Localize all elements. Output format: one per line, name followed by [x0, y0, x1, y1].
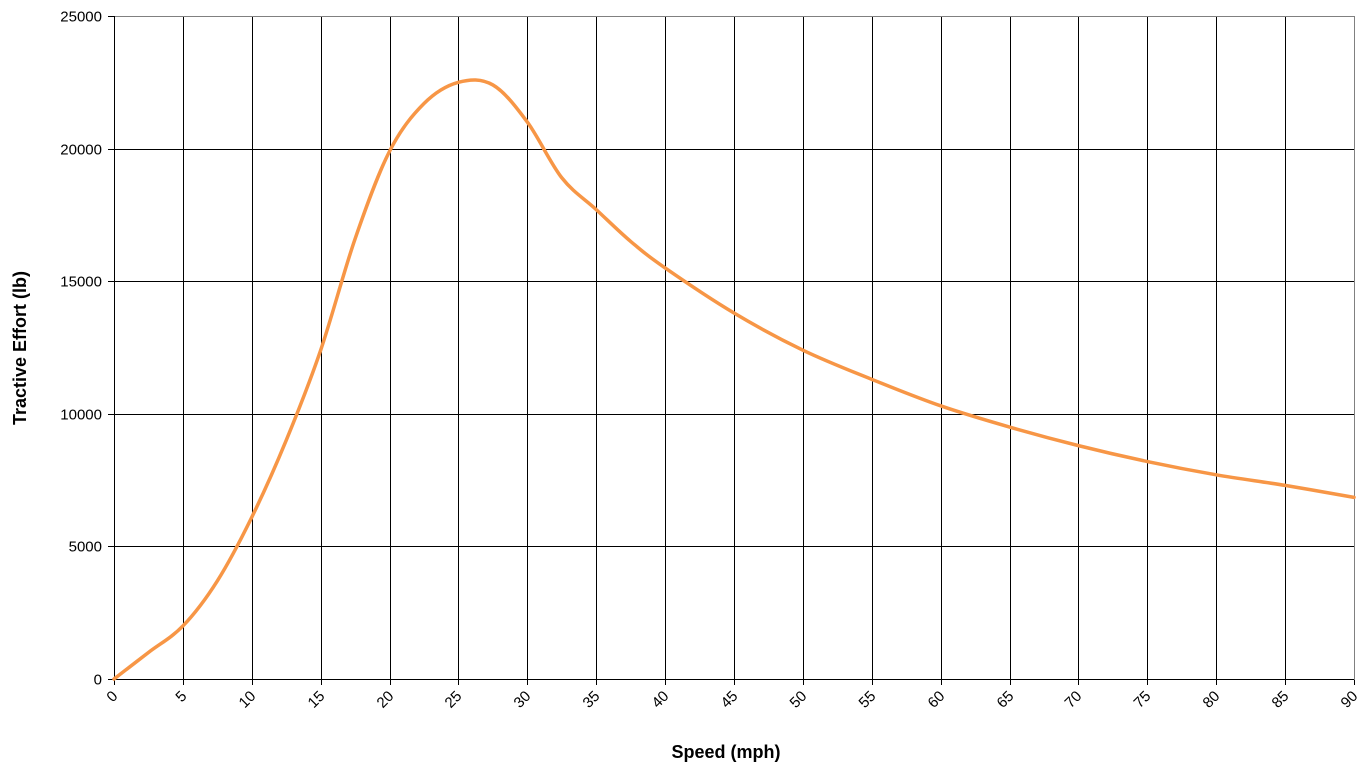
x-tick-label: 50: [787, 688, 811, 712]
x-tick-label: 45: [718, 688, 742, 712]
x-tick-label: 70: [1062, 688, 1086, 712]
x-tick-label: 85: [1269, 688, 1293, 712]
y-tick-label: 5000: [69, 539, 102, 556]
x-tick-label: 40: [649, 688, 673, 712]
x-axis-title: Speed (mph): [671, 742, 780, 762]
x-tick-label: 20: [374, 688, 398, 712]
x-tick-label: 65: [994, 688, 1018, 712]
y-tick-label: 10000: [60, 407, 102, 424]
x-tick-label: 0: [103, 688, 121, 706]
y-tick-label: 20000: [60, 142, 102, 159]
x-tick-labels: 0 5 10 15 20 25 30 35 40 45 50 55 60 65 70 75 80 85 90: [103, 688, 1361, 712]
x-tick-label: 15: [305, 688, 329, 712]
x-tick-label: 25: [442, 688, 466, 712]
x-tick-label: 90: [1338, 688, 1362, 712]
series-layer: [112, 78, 1356, 681]
y-tick-labels: 0 5000 10000 15000 20000 25000: [60, 9, 102, 689]
x-tick-label: 60: [925, 688, 949, 712]
x-tick-label: 35: [580, 688, 604, 712]
x-tick-label: 5: [172, 688, 190, 706]
x-tick-label: 75: [1131, 688, 1155, 712]
x-tick-label: 80: [1200, 688, 1224, 712]
x-tick-label: 55: [856, 688, 880, 712]
grid-layer: [108, 16, 1355, 685]
y-tick-label: 15000: [60, 274, 102, 291]
series-line-tractive-effort: [112, 78, 1356, 681]
y-axis-title: Tractive Effort (lb): [10, 271, 30, 425]
x-tick-label: 30: [511, 688, 535, 712]
x-tick-label: 10: [236, 688, 260, 712]
y-tick-label: 25000: [60, 9, 102, 26]
y-tick-label: 0: [94, 672, 102, 689]
